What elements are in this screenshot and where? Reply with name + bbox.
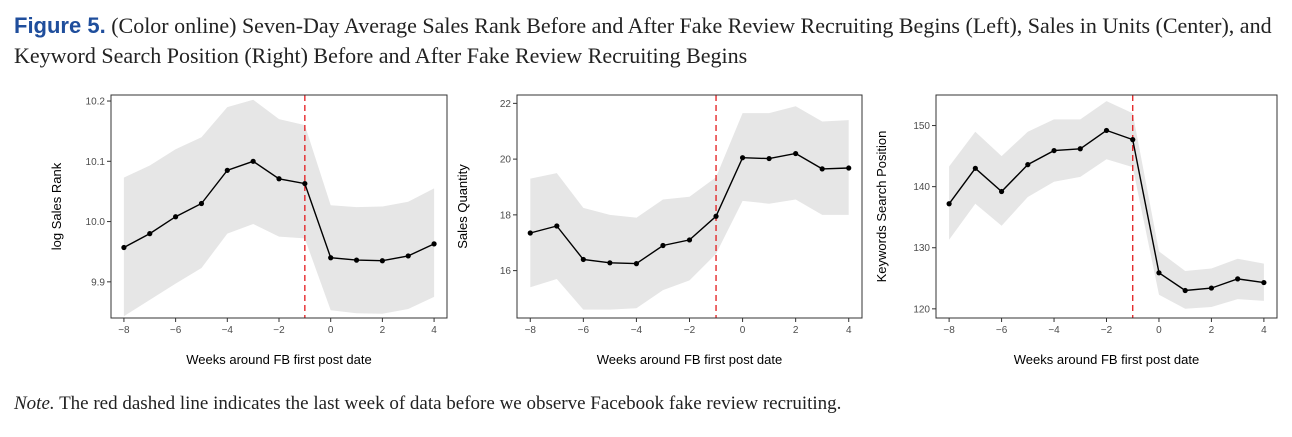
y-tick-label: 22: [500, 99, 512, 110]
confidence-band: [530, 106, 849, 310]
x-tick-label: −2: [273, 325, 285, 336]
x-tick-label: −8: [118, 325, 130, 336]
data-point: [527, 230, 533, 236]
x-tick-label: 0: [1156, 325, 1162, 336]
y-tick-label: 130: [913, 243, 930, 254]
data-point: [793, 150, 799, 157]
data-point: [1261, 279, 1267, 286]
data-point: [846, 165, 852, 171]
x-tick-label: −8: [943, 325, 955, 336]
confidence-band: [949, 101, 1264, 309]
figure-caption: Figure 5. (Color online) Seven-Day Avera…: [14, 11, 1286, 71]
data-point: [1103, 127, 1110, 134]
data-point: [379, 258, 385, 264]
x-tick-label: 0: [328, 325, 334, 336]
data-point: [121, 244, 127, 251]
chart-2: −8 −6 −4 −2 0 2 4 16 18 20 22 Weeks around FB first…: [455, 94, 863, 367]
data-point: [405, 253, 411, 259]
data-point: [607, 260, 613, 266]
y-tick-label: 16: [500, 266, 512, 277]
data-point: [198, 200, 205, 207]
y-tick-label: 120: [913, 304, 930, 315]
figure-caption-text: (Color online) Seven-Day Average Sales R…: [14, 13, 1272, 68]
x-tick-label: −4: [1048, 325, 1060, 336]
data-point: [431, 241, 437, 247]
data-point: [276, 176, 282, 182]
x-axis-label: Weeks around FB first post date: [186, 352, 371, 367]
x-tick-label: 4: [846, 325, 852, 336]
figure-label: Figure 5.: [14, 13, 106, 38]
data-point: [302, 180, 308, 187]
y-tick-label: 150: [913, 121, 930, 132]
data-point: [946, 201, 952, 207]
data-point: [580, 256, 586, 263]
x-tick-label: 2: [380, 325, 386, 336]
y-tick-label: 10.1: [86, 157, 106, 168]
x-tick-label: −4: [222, 325, 234, 336]
x-axis-label: Weeks around FB first post date: [597, 352, 782, 367]
note-text: The red dashed line indicates the last w…: [59, 393, 842, 414]
x-tick-label: 4: [431, 325, 437, 336]
x-tick-label: −4: [631, 325, 643, 336]
confidence-band: [123, 99, 435, 317]
data-point: [998, 188, 1005, 195]
x-tick-label: −6: [996, 325, 1008, 336]
data-point: [250, 158, 256, 164]
y-tick-label: 10.2: [86, 97, 106, 108]
data-point: [1156, 270, 1162, 276]
figure-note: Note. The red dashed line indicates the …: [14, 393, 1286, 415]
note-label: Note.: [14, 393, 55, 414]
data-point: [1208, 285, 1215, 291]
data-point: [1025, 162, 1031, 168]
data-point: [819, 166, 825, 172]
y-axis-label: log Sales Rank: [49, 162, 64, 250]
data-point: [353, 257, 360, 263]
x-tick-label: 2: [793, 325, 799, 336]
x-axis-label: Weeks around FB first post date: [1014, 352, 1199, 367]
x-tick-label: −6: [170, 325, 182, 336]
data-point: [224, 167, 230, 173]
y-tick-label: 140: [913, 182, 930, 193]
data-point: [1051, 147, 1057, 154]
x-tick-label: 0: [740, 325, 746, 336]
data-point: [1130, 137, 1136, 143]
chart-1: −8 −6 −4 −2 0 2 4 9.9 10.0 10.1 10.2 Weeks around F…: [49, 94, 448, 367]
x-tick-label: −6: [578, 325, 590, 336]
x-tick-label: −2: [1101, 325, 1113, 336]
data-point: [1182, 287, 1188, 294]
data-point: [633, 261, 640, 267]
y-tick-label: 18: [500, 210, 512, 221]
data-point: [766, 155, 772, 162]
data-point: [972, 165, 978, 171]
data-point: [1235, 276, 1241, 282]
x-tick-label: −8: [525, 325, 537, 336]
data-point: [1077, 146, 1083, 152]
y-tick-label: 9.9: [91, 277, 105, 288]
data-point: [554, 223, 560, 229]
y-tick-label: 20: [500, 155, 512, 166]
data-point: [147, 231, 153, 237]
data-point: [713, 213, 719, 219]
data-point: [173, 214, 179, 220]
chart-3: −8 −6 −4 −2 0 2 4 120 130 140 150 Weeks around FB f…: [874, 94, 1278, 367]
y-axis-label: Keywords Search Position: [874, 131, 889, 283]
y-axis-label: Sales Quantity: [455, 164, 470, 249]
data-point: [328, 255, 334, 261]
y-tick-label: 10.0: [86, 217, 106, 228]
data-point: [660, 242, 666, 249]
data-point: [686, 237, 693, 243]
x-tick-label: −2: [684, 325, 696, 336]
x-tick-label: 2: [1209, 325, 1215, 336]
x-tick-label: 4: [1261, 325, 1267, 336]
data-point: [739, 155, 746, 161]
